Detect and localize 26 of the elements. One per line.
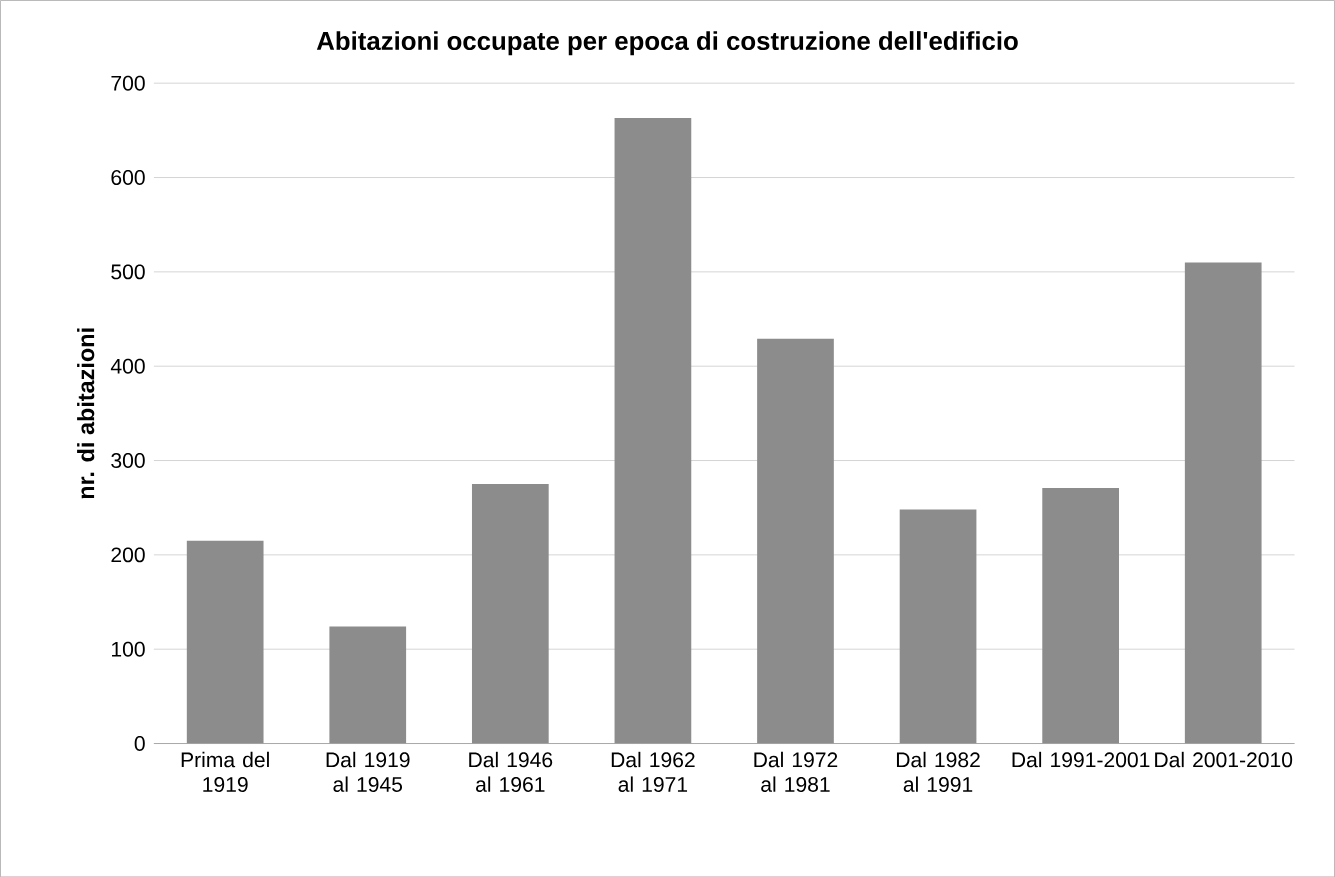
y-tick-label: 100 [112,641,145,657]
chart-title: Abitazioni occupate per epoca di costruzione dell'edificio [316,30,1018,55]
bar [329,626,407,744]
bar [614,117,692,744]
y-axis-title: nr. di abitazioni [77,328,95,499]
bar [757,338,834,744]
y-tick-label: 300 [111,452,145,468]
x-tick-label: Dal 1982 al 1991 [896,751,980,792]
y-tick-label: 400 [110,358,145,374]
x-tick-label: Dal 1962 al 1971 [611,751,695,792]
x-tick-label: Dal 1946 al 1961 [469,751,553,792]
bar [1184,262,1262,744]
y-tick-label: 700 [111,75,145,91]
x-tick-label: Prima del 1919 [181,751,269,792]
y-tick-label: 600 [111,169,145,185]
bar [471,483,549,744]
y-tick-label: 0 [134,735,145,751]
y-tick-label: 500 [111,264,145,280]
x-tick-label: Dal 1919 al 1945 [326,751,410,792]
bar [899,509,977,744]
x-tick-label: Dal 2001-2010 [1155,751,1293,768]
bar [1042,487,1119,744]
x-tick-label: Dal 1972 al 1981 [754,751,838,792]
x-tick-label: Dal 1991-2001 [1012,751,1150,768]
bar [186,540,264,744]
y-tick-label: 200 [111,547,145,563]
